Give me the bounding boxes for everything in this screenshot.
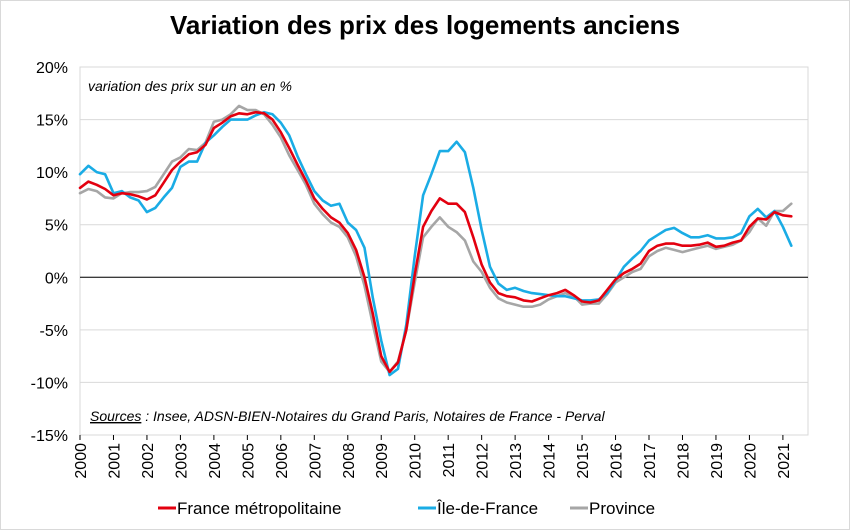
x-tick-label: 2006	[274, 443, 291, 479]
series-line-0	[78, 110, 793, 374]
legend: France métropolitaine Île-de-France Provin…	[158, 499, 655, 518]
x-tick-label: 2016	[609, 443, 626, 479]
x-axis-ticks	[79, 435, 784, 440]
x-tick-label: 2021	[776, 443, 793, 479]
x-tick-label: 2019	[709, 443, 726, 479]
x-tick-label: 2013	[508, 443, 525, 479]
x-tick-label: 2009	[374, 443, 391, 479]
x-axis-tick-labels: 2000 2001 2002 2003 2004 2005 2006 2007 2008 2009…	[73, 443, 793, 479]
source-text: : Insee, ADSN-BIEN-Notaires du Grand Par…	[141, 408, 605, 424]
legend-label: Province	[589, 499, 655, 518]
x-tick-label: 2004	[207, 443, 224, 479]
series-lines	[78, 104, 793, 377]
y-tick-label: -10%	[31, 375, 68, 392]
series-line-1	[78, 110, 793, 377]
x-tick-label: 2018	[675, 443, 692, 479]
y-tick-label: 0%	[45, 270, 68, 287]
x-tick-label: 2014	[542, 443, 559, 479]
series-line-2	[78, 104, 793, 374]
source-label: Sources	[90, 408, 141, 424]
chart-subtitle: variation des prix sur un an en %	[88, 78, 292, 94]
x-tick-label: 2012	[475, 443, 492, 479]
x-tick-label: 2003	[173, 443, 190, 479]
legend-label: France métropolitaine	[177, 499, 341, 518]
y-tick-label: 5%	[45, 218, 68, 235]
y-tick-label: 10%	[36, 165, 68, 182]
source-note: Sources : Insee, ADSN-BIEN-Notaires du G…	[90, 408, 605, 424]
x-tick-label: 2008	[341, 443, 358, 479]
x-tick-label: 2017	[642, 443, 659, 479]
x-tick-label: 2020	[742, 443, 759, 479]
x-tick-label: 2002	[140, 443, 157, 479]
x-tick-label: 2001	[106, 443, 123, 479]
x-tick-label: 2011	[441, 443, 458, 478]
plot-area	[79, 66, 809, 436]
y-tick-label: 20%	[36, 60, 68, 77]
y-axis-tick-labels: 20% 15% 10% 5% 0% -5% -10% -15%	[31, 60, 68, 445]
legend-label: Île-de-France	[436, 499, 538, 518]
y-tick-label: -5%	[40, 323, 68, 340]
x-tick-label: 2010	[408, 443, 425, 479]
x-tick-label: 2015	[575, 443, 592, 479]
x-tick-label: 2000	[73, 443, 90, 479]
chart-title: Variation des prix des logements anciens	[169, 10, 681, 40]
y-tick-label: -15%	[31, 428, 68, 445]
y-tick-label: 15%	[36, 113, 68, 130]
x-tick-label: 2007	[307, 443, 324, 479]
x-tick-label: 2005	[240, 443, 257, 479]
